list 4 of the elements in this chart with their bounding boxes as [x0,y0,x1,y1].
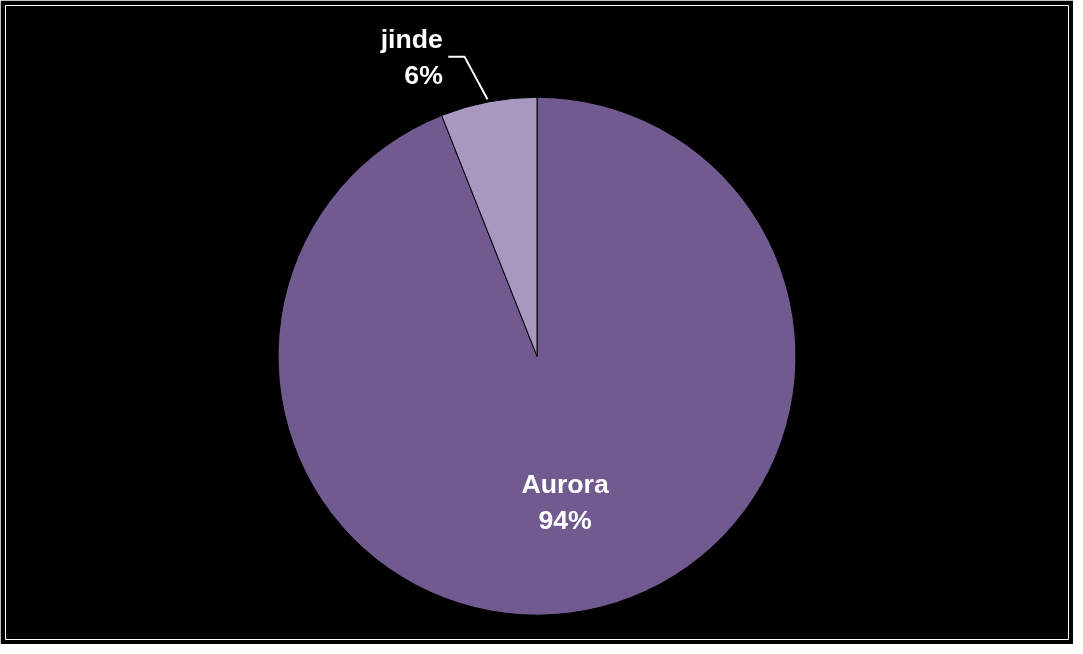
data-label: 6% [404,59,443,90]
slice-label: jinde [379,23,443,54]
data-label: 94% [538,504,592,535]
slice-label: Aurora [521,468,609,499]
